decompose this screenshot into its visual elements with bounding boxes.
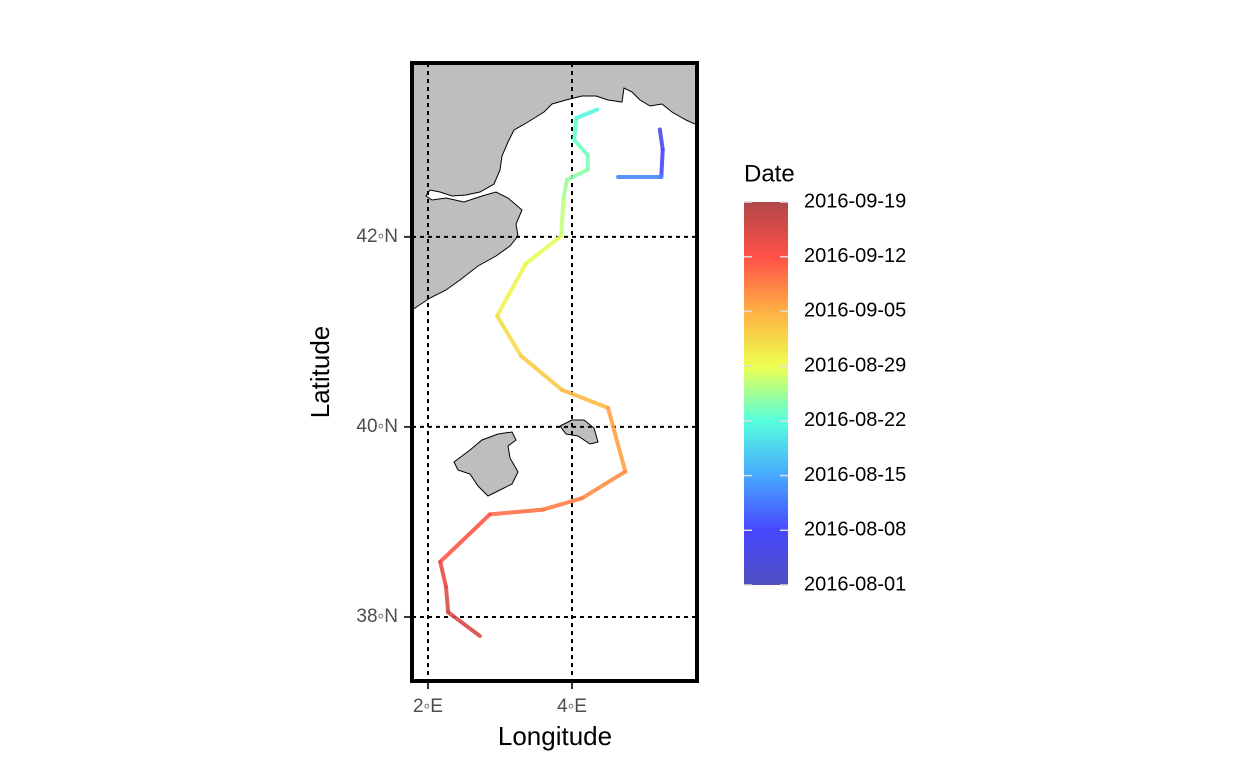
mallorca bbox=[453, 431, 519, 497]
y-tick-label: 40◦N bbox=[356, 416, 398, 437]
track-segment bbox=[659, 147, 665, 180]
track-segment bbox=[541, 496, 585, 512]
track-segment bbox=[561, 177, 569, 202]
track-segment bbox=[572, 137, 590, 158]
x-tick-label: 2◦E bbox=[413, 696, 443, 717]
colorbar-label: 2016-08-15 bbox=[804, 464, 906, 486]
legend-title: Date bbox=[744, 160, 795, 187]
track-segment bbox=[438, 559, 448, 589]
colorbar-label: 2016-08-01 bbox=[804, 573, 906, 595]
track-segment bbox=[523, 233, 564, 266]
track-segment bbox=[559, 197, 566, 238]
x-tick-label: 4◦E bbox=[557, 696, 587, 717]
x-axis-title: Longitude bbox=[498, 721, 612, 751]
colorbar-label: 2016-09-05 bbox=[804, 300, 906, 322]
y-tick-label: 38◦N bbox=[356, 606, 398, 627]
track-segment bbox=[580, 469, 628, 501]
track-segment bbox=[495, 313, 523, 358]
y-axis-title: Latitude bbox=[305, 326, 335, 419]
colorbar-label: 2016-09-12 bbox=[804, 245, 906, 267]
menorca bbox=[559, 419, 599, 445]
colorbar-label: 2016-08-29 bbox=[804, 354, 906, 376]
track-segment bbox=[487, 507, 546, 517]
track-segment bbox=[518, 353, 564, 392]
track bbox=[438, 107, 665, 638]
track-segment bbox=[574, 107, 600, 121]
track-segment bbox=[657, 127, 665, 152]
legend: 2016-08-01 2016-08-08 2016-08-15 2016-08-22… bbox=[744, 190, 906, 595]
colorbar bbox=[744, 202, 788, 585]
colorbar-label: 2016-09-19 bbox=[804, 190, 906, 212]
colorbar-label: 2016-08-08 bbox=[804, 519, 906, 541]
land bbox=[412, 63, 697, 497]
track-segment bbox=[564, 167, 590, 182]
colorbar-label: 2016-08-22 bbox=[804, 409, 906, 431]
mainland bbox=[412, 63, 697, 311]
track-segment bbox=[559, 387, 611, 410]
track-segment bbox=[438, 512, 492, 564]
track-segment bbox=[572, 116, 579, 142]
y-tick-label: 42◦N bbox=[356, 226, 398, 247]
track-segment bbox=[443, 584, 451, 615]
track-segment bbox=[606, 405, 628, 474]
map-frame bbox=[410, 61, 699, 683]
track-segment bbox=[446, 610, 482, 638]
track-segment bbox=[495, 261, 528, 318]
